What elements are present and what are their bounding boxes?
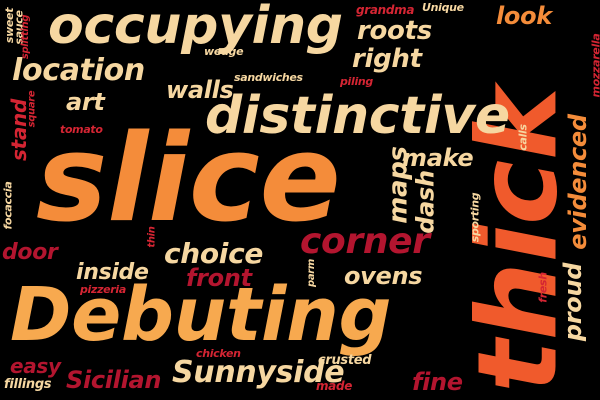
word-choice: choice bbox=[164, 237, 264, 270]
word-easy: easy bbox=[10, 354, 61, 378]
word-sporting: sporting bbox=[468, 192, 482, 243]
word-thin: thin bbox=[146, 226, 158, 248]
word-proud: proud bbox=[559, 262, 588, 342]
word-make: make bbox=[402, 144, 474, 172]
word-maps: maps bbox=[383, 146, 414, 224]
word-ovens: ovens bbox=[344, 262, 423, 290]
word-fillings: fillings bbox=[4, 377, 52, 392]
word-slice: slice bbox=[36, 110, 341, 249]
word-chicken: chicken bbox=[196, 347, 241, 360]
word-unique: Unique bbox=[422, 1, 464, 14]
word-piling: piling bbox=[340, 75, 373, 88]
word-parm: parm bbox=[305, 259, 317, 287]
word-occupying: occupying bbox=[48, 0, 343, 56]
word-square: square bbox=[26, 90, 38, 128]
word-corner: corner bbox=[300, 221, 430, 262]
word-calls: calls bbox=[516, 124, 530, 151]
word-fresh: fresh bbox=[536, 272, 550, 303]
word-debuting: Debuting bbox=[10, 272, 392, 358]
word-sunnyside: Sunnyside bbox=[172, 355, 345, 390]
word-art: art bbox=[66, 88, 105, 116]
word-distinctive: distinctive bbox=[205, 86, 510, 146]
word-dash: dash bbox=[411, 170, 440, 234]
word-pizzeria: pizzeria bbox=[80, 283, 126, 296]
word-evidenced: evidenced bbox=[563, 114, 592, 250]
word-walls: walls bbox=[166, 76, 234, 104]
word-mozzarella: mozzarella bbox=[589, 33, 600, 98]
word-door: door bbox=[2, 240, 58, 265]
word-splitting: splitting bbox=[20, 14, 32, 60]
word-fine: fine bbox=[412, 368, 463, 396]
word-sandwiches: sandwiches bbox=[234, 71, 303, 84]
word-wedge: wedge bbox=[204, 45, 244, 58]
word-crusted: crusted bbox=[318, 353, 372, 368]
word-right: right bbox=[352, 44, 422, 74]
word-inside: inside bbox=[76, 260, 149, 285]
word-tomato: tomato bbox=[60, 123, 103, 136]
word-look: look bbox=[496, 2, 552, 30]
word-roots: roots bbox=[357, 16, 432, 46]
word-grandma: grandma bbox=[356, 3, 415, 17]
word-sicilian: Sicilian bbox=[66, 366, 162, 394]
word-focaccia: focaccia bbox=[1, 181, 15, 230]
word-front: front bbox=[186, 264, 252, 292]
word-made: made bbox=[316, 379, 353, 393]
word-location: location bbox=[12, 53, 145, 88]
